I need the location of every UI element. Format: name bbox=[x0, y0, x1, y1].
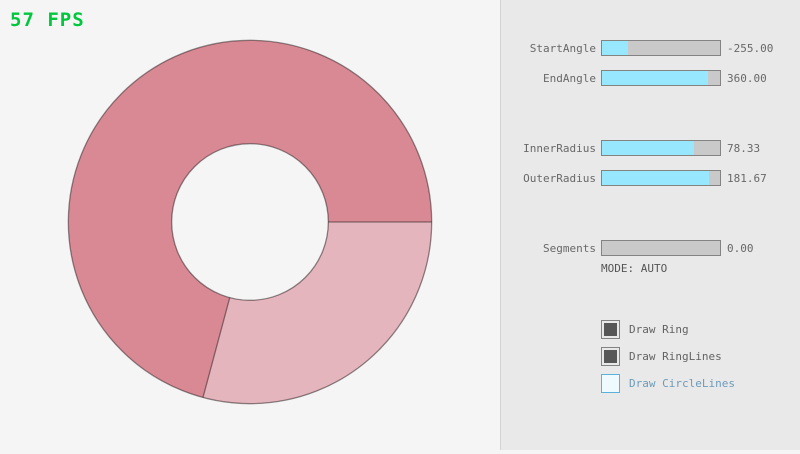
slider-start-angle-track[interactable] bbox=[601, 40, 721, 56]
slider-segments-label: Segments bbox=[543, 242, 596, 255]
checkbox-draw-circlelines-box[interactable] bbox=[601, 374, 620, 393]
slider-end-angle-fill bbox=[602, 71, 709, 85]
checkbox-draw-ringlines-label: Draw RingLines bbox=[629, 350, 722, 363]
checkbox-draw-ring[interactable]: Draw Ring bbox=[601, 320, 689, 339]
slider-inner-radius-track[interactable] bbox=[601, 140, 721, 156]
ring-single-region bbox=[202, 222, 432, 404]
slider-end-angle: EndAngle 360.00 bbox=[501, 70, 800, 86]
checkbox-draw-circlelines[interactable]: Draw CircleLines bbox=[601, 374, 735, 393]
ring-cap-line-start bbox=[202, 297, 231, 398]
checkbox-draw-ringlines-box[interactable] bbox=[601, 347, 620, 366]
slider-start-angle-label: StartAngle bbox=[529, 42, 596, 55]
slider-segments-track[interactable] bbox=[601, 240, 721, 256]
slider-end-angle-value: 360.00 bbox=[727, 72, 767, 85]
slider-outer-radius-label: OuterRadius bbox=[523, 172, 596, 185]
checkbox-draw-circlelines-label: Draw CircleLines bbox=[629, 377, 735, 390]
slider-outer-radius-value: 181.67 bbox=[727, 172, 767, 185]
checkbox-draw-ring-box[interactable] bbox=[601, 320, 620, 339]
ring-chart bbox=[67, 39, 433, 405]
slider-start-angle-fill bbox=[602, 41, 628, 55]
checkbox-draw-ringlines[interactable]: Draw RingLines bbox=[601, 347, 722, 366]
slider-outer-radius-track[interactable] bbox=[601, 170, 721, 186]
slider-segments: Segments 0.00 bbox=[501, 240, 800, 256]
mode-label: MODE: AUTO bbox=[601, 262, 668, 275]
slider-inner-radius-label: InnerRadius bbox=[523, 142, 596, 155]
slider-outer-radius-fill bbox=[602, 171, 710, 185]
slider-end-angle-track[interactable] bbox=[601, 70, 721, 86]
checkbox-draw-ring-label: Draw Ring bbox=[629, 323, 689, 336]
canvas-area bbox=[67, 39, 433, 405]
slider-start-angle-value: -255.00 bbox=[727, 42, 774, 55]
slider-inner-radius-fill bbox=[602, 141, 695, 155]
slider-inner-radius-value: 78.33 bbox=[727, 142, 761, 155]
slider-end-angle-label: EndAngle bbox=[543, 72, 596, 85]
ring-inner-outline bbox=[171, 143, 329, 301]
slider-start-angle: StartAngle -255.00 bbox=[501, 40, 800, 56]
control-panel: StartAngle -255.00 EndAngle 360.00 Inner… bbox=[500, 0, 800, 450]
slider-segments-value: 0.00 bbox=[727, 242, 754, 255]
fps-counter: 57 FPS bbox=[10, 9, 85, 31]
slider-outer-radius: OuterRadius 181.67 bbox=[501, 170, 800, 186]
slider-inner-radius: InnerRadius 78.33 bbox=[501, 140, 800, 156]
ring-outer-outline bbox=[67, 39, 433, 405]
